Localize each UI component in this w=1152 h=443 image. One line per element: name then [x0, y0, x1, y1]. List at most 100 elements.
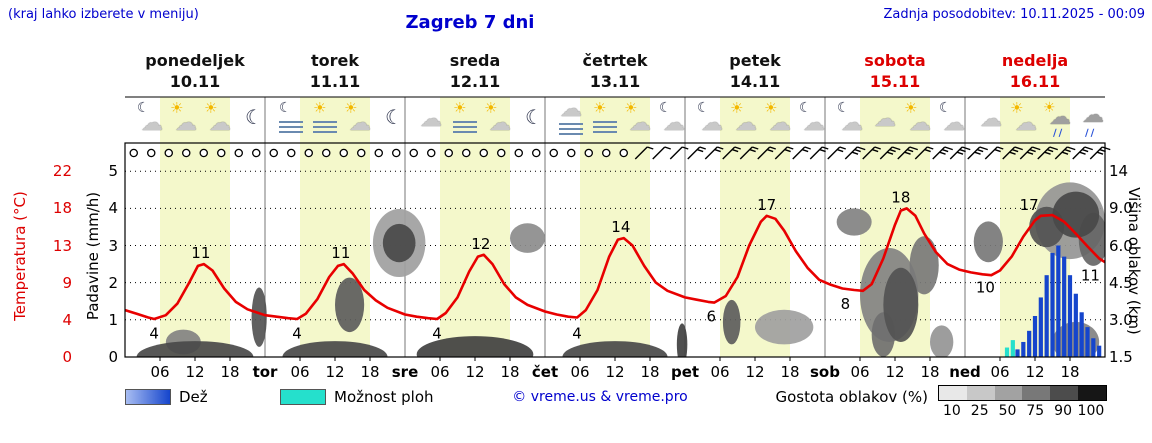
cloud-icon: ☁	[909, 111, 931, 136]
cloud-icon: ☁	[629, 111, 651, 136]
weather-icon-moon: ☾	[377, 99, 411, 141]
drops-icon: ∕∕	[1053, 128, 1065, 139]
cloud dk-icon: ☁	[1082, 103, 1104, 128]
cloud-icon: ☁	[349, 111, 371, 136]
credit-link[interactable]: © vreme.us & vreme.pro	[512, 389, 688, 405]
density-tick-label: 90	[1054, 403, 1072, 419]
wind-barb-icon	[984, 146, 1004, 160]
cloud-icon: ☁	[841, 111, 863, 136]
sun-icon: ☀	[1043, 100, 1056, 116]
day-name-sreda: sreda	[449, 51, 501, 70]
hour-tick-label: 18	[920, 363, 940, 381]
axis-tick: 6.0	[1109, 236, 1133, 255]
hour-tick-label: 06	[990, 363, 1010, 381]
weather-icon-fog-sun: ☀	[309, 99, 343, 141]
cloud-icon: ☁	[980, 107, 1002, 132]
wind-calm-icon	[479, 148, 488, 158]
density-segment	[1050, 386, 1078, 400]
wind-barb-icon	[914, 146, 934, 160]
axis-tick: 4.5	[1109, 273, 1133, 292]
cloud-blob	[416, 336, 534, 357]
rain-bar	[1091, 338, 1096, 357]
wind-calm-icon	[339, 148, 348, 158]
weather-icon-sun-cloud: ☀ ☁	[343, 99, 377, 141]
temperature-value-label: 4	[292, 325, 302, 343]
temperature-value-label: 4	[572, 325, 582, 343]
wind-barb-icon	[652, 146, 671, 160]
weather-icon-cloud: ☁	[869, 99, 903, 141]
density-segment	[994, 386, 1023, 400]
day-name-petek: petek	[729, 51, 781, 70]
day-date: 11.11	[309, 72, 361, 91]
wind-barb-icon	[897, 146, 918, 160]
wind-calm-icon	[251, 148, 261, 158]
shower-legend-swatch	[280, 389, 326, 405]
wind-calm-icon	[129, 148, 138, 158]
wind-calm-icon	[356, 148, 366, 158]
wind-barb-icon	[792, 146, 811, 160]
wind-calm-icon	[391, 148, 401, 158]
weather-icon-fog: ☁	[555, 99, 589, 141]
cloud-blob	[676, 323, 688, 357]
axis-tick: 0	[62, 347, 72, 366]
wind-calm-icon	[199, 148, 208, 158]
wind-calm-icon	[181, 148, 191, 158]
wind-calm-icon	[321, 148, 331, 158]
hour-tick-label: 18	[1060, 363, 1080, 381]
day-date: 14.11	[729, 72, 781, 91]
menu-hint-note: (kraj lahko izberete v meniju)	[8, 7, 199, 22]
cloud-blob	[973, 221, 1003, 263]
cloud-blob	[930, 325, 954, 357]
wind-calm-icon	[409, 148, 418, 158]
cloud-icon: ☁	[560, 97, 582, 122]
wind-barb-icon	[844, 146, 866, 160]
axis-tick: 5	[108, 162, 118, 181]
weather-icon-sun-cloud: ☀ ☁	[763, 99, 797, 141]
sun-icon: ☀	[1010, 99, 1024, 117]
temperature-value-label: 12	[471, 235, 490, 253]
cloud-icon: ☁	[701, 111, 723, 136]
wind-calm-icon	[164, 148, 173, 158]
axis-tick: 13	[52, 236, 72, 255]
axis-tick: 1.5	[1109, 347, 1133, 366]
wind-barb-icon	[932, 146, 953, 160]
drops-icon: ∕∕	[1085, 128, 1097, 139]
weather-icon-sun-cloud: ☀ ☁	[903, 99, 937, 141]
fog-icon	[559, 123, 583, 125]
weather-icon-cloud-moon: ☾ ☁	[135, 99, 169, 141]
wind-calm-icon	[567, 148, 576, 158]
hour-tick-label: 12	[745, 363, 765, 381]
rain-bar	[1021, 341, 1026, 357]
cloud dk-icon: ☁	[1049, 105, 1071, 130]
wind-barb-icon	[634, 146, 654, 160]
cloud-density-label: Gostota oblakov (%)	[775, 388, 928, 406]
weather-icon-sun-cloud: ☀ ☁	[729, 99, 763, 141]
axis-tick: 9.0	[1109, 199, 1133, 218]
cloud-blob	[909, 236, 939, 295]
cloud-icon: ☁	[1015, 111, 1037, 136]
moon-icon: ☾	[697, 100, 710, 116]
wind-calm-icon	[374, 148, 383, 158]
temperature-value-label: 4	[149, 325, 159, 343]
rain-bar	[1079, 312, 1084, 357]
temperature-value-label: 17	[1020, 196, 1039, 214]
shower-bar	[1004, 347, 1010, 357]
wind-calm-icon	[216, 148, 226, 158]
weather-icon-sun-cloud: ☀ ☁	[169, 99, 203, 141]
day-date: 13.11	[589, 72, 641, 91]
hour-tick-label: 12	[465, 363, 485, 381]
day-date: 12.11	[449, 72, 501, 91]
sun-icon: ☀	[764, 99, 778, 117]
cloud-blob	[382, 223, 416, 263]
cloud-icon: ☁	[769, 111, 791, 136]
hour-tick-label: 18	[500, 363, 520, 381]
wind-calm-icon	[444, 148, 453, 158]
wind-calm-icon	[584, 148, 594, 158]
hour-tick-label: 18	[360, 363, 380, 381]
rain-bar	[1027, 330, 1032, 357]
day-boundary-label: čet	[531, 363, 559, 381]
cloud-icon: ☁	[803, 111, 825, 136]
sun-icon: ☀	[344, 99, 358, 117]
weather-icon-moon: ☾	[517, 99, 551, 141]
